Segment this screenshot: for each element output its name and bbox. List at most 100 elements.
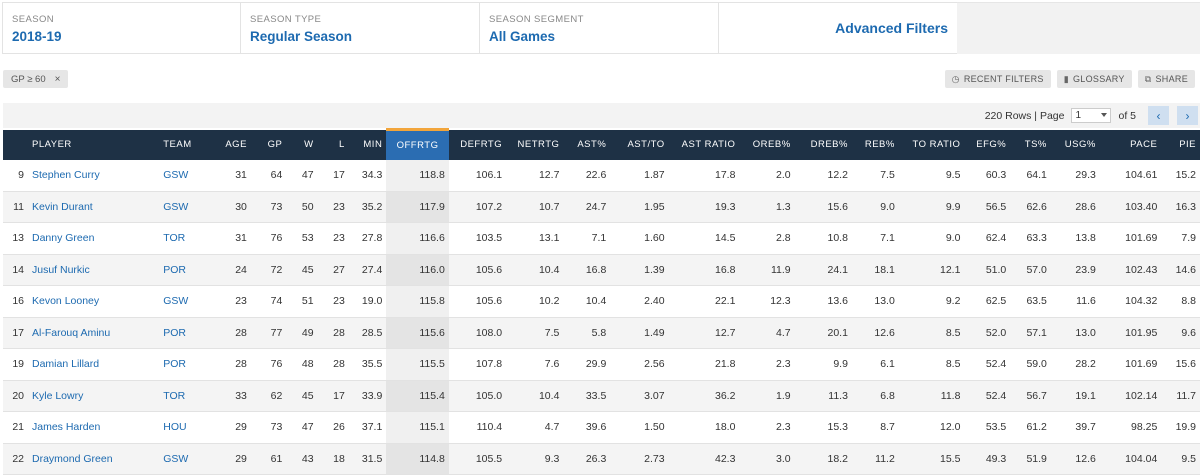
column-header-pie[interactable]: PIE — [1161, 129, 1200, 160]
cell-team: TOR — [159, 380, 203, 412]
cell-age: 29 — [203, 411, 251, 444]
cell-player: Kevon Looney — [28, 285, 160, 318]
team-link[interactable]: TOR — [163, 232, 186, 245]
column-header-defrtg[interactable]: DEFRTG — [448, 129, 507, 160]
cell-ast-to: 1.50 — [610, 411, 669, 444]
column-header-oreb[interactable]: OREB% — [739, 129, 795, 160]
team-link[interactable]: GSW — [163, 452, 189, 465]
cell-player: Damian Lillard — [28, 348, 160, 381]
prev-page-button[interactable]: ‹ — [1148, 106, 1169, 125]
team-link[interactable]: TOR — [163, 389, 186, 402]
cell-dreb: 13.6 — [794, 285, 852, 318]
column-header-dreb[interactable]: DREB% — [794, 129, 852, 160]
cell-dreb: 20.1 — [794, 317, 852, 349]
column-header-ast[interactable]: AST% — [563, 129, 611, 160]
team-link[interactable]: POR — [163, 358, 187, 371]
team-link[interactable]: GSW — [163, 295, 189, 308]
cell-min: 34.3 — [348, 159, 387, 192]
column-header-age[interactable]: AGE — [203, 129, 251, 160]
player-link[interactable]: Damian Lillard — [32, 358, 100, 371]
cell-ast: 5.8 — [563, 317, 611, 349]
cell-usg: 28.2 — [1050, 348, 1100, 381]
column-header-ast-ratio[interactable]: AST RATIO — [668, 129, 740, 160]
next-page-button[interactable]: › — [1177, 106, 1198, 125]
recent-filters-button[interactable]: ◷ RECENT FILTERS — [944, 70, 1051, 88]
column-header-pace[interactable]: PACE — [1099, 129, 1162, 160]
team-link[interactable]: HOU — [163, 421, 187, 434]
table-row: 21 James Harden HOU 29 73 47 26 37.1 115.1 110.4 4… — [3, 411, 1200, 444]
player-link[interactable]: Danny Green — [32, 232, 95, 245]
cell-to-ratio: 15.5 — [898, 443, 965, 475]
season-segment-filter-value[interactable]: All Games — [489, 29, 556, 44]
cell-oreb: 2.3 — [739, 411, 795, 444]
cell-defrtg: 107.2 — [448, 191, 507, 223]
player-link[interactable]: Jusuf Nurkic — [32, 263, 90, 276]
table-row: 14 Jusuf Nurkic POR 24 72 45 27 27.4 116.0 105.6 1… — [3, 254, 1200, 286]
cell-efg: 51.0 — [964, 254, 1011, 286]
column-header-w[interactable]: W — [286, 129, 318, 160]
column-header-efg[interactable]: EFG% — [964, 129, 1011, 160]
cell-ast-to: 1.95 — [610, 191, 669, 223]
column-header-offrtg[interactable]: OFFRTG — [386, 128, 449, 160]
cell-player: Draymond Green — [28, 443, 160, 475]
share-icon: ⧉ — [1144, 73, 1152, 84]
cell-rank: 21 — [3, 411, 28, 444]
player-link[interactable]: James Harden — [32, 421, 101, 434]
cell-pace: 102.43 — [1099, 254, 1162, 286]
cell-l: 23 — [317, 191, 349, 223]
season-type-filter[interactable]: SEASON TYPE Regular Season — [240, 2, 480, 54]
advanced-filters-link[interactable]: Advanced Filters — [835, 20, 948, 36]
share-button[interactable]: ⧉ SHARE — [1137, 70, 1195, 88]
column-header-team[interactable]: TEAM — [159, 129, 203, 160]
active-filter-chip: GP ≥ 60 × — [3, 70, 69, 88]
season-filter[interactable]: SEASON 2018-19 — [2, 2, 241, 54]
cell-offrtg: 115.8 — [386, 285, 449, 318]
team-link[interactable]: POR — [163, 326, 187, 339]
cell-gp: 64 — [250, 159, 287, 192]
cell-reb: 18.1 — [851, 254, 899, 286]
cell-reb: 7.1 — [851, 222, 899, 255]
cell-l: 23 — [317, 222, 349, 255]
active-filter-text: GP ≥ 60 — [11, 73, 46, 85]
advanced-filters-box[interactable]: Advanced Filters — [718, 2, 958, 54]
page-select[interactable]: 1 — [1071, 108, 1112, 123]
column-header-player[interactable]: PLAYER — [28, 129, 160, 160]
cell-pie: 16.3 — [1161, 191, 1200, 223]
team-link[interactable]: POR — [163, 263, 187, 276]
player-link[interactable]: Al-Farouq Aminu — [32, 326, 111, 339]
season-filter-value[interactable]: 2018-19 — [12, 29, 62, 44]
player-link[interactable]: Kyle Lowry — [32, 389, 84, 402]
player-link[interactable]: Kevin Durant — [32, 200, 93, 213]
column-header-usg[interactable]: USG% — [1050, 129, 1100, 160]
cell-team: HOU — [159, 411, 203, 444]
season-type-filter-value[interactable]: Regular Season — [250, 29, 353, 44]
column-header-l[interactable]: L — [317, 129, 349, 160]
player-link[interactable]: Kevon Looney — [32, 295, 100, 308]
column-header-gp[interactable]: GP — [250, 129, 287, 160]
glossary-button[interactable]: ▮ GLOSSARY — [1056, 70, 1132, 88]
cell-ast: 26.3 — [563, 443, 611, 475]
remove-filter-icon[interactable]: × — [54, 73, 61, 85]
column-header-min[interactable]: MIN — [348, 129, 387, 160]
table-row: 22 Draymond Green GSW 29 61 43 18 31.5 114.8 105.… — [3, 443, 1200, 475]
column-header-netrtg[interactable]: NETRTG — [506, 129, 564, 160]
cell-l: 28 — [317, 348, 349, 381]
team-link[interactable]: GSW — [163, 169, 189, 181]
cell-ts: 61.2 — [1010, 411, 1051, 444]
rows-count-text: 220 Rows | Page — [984, 109, 1065, 122]
player-link[interactable]: Stephen Curry — [32, 169, 100, 181]
column-header-reb[interactable]: REB% — [851, 129, 899, 160]
cell-pace: 104.61 — [1099, 159, 1162, 192]
cell-min: 27.8 — [348, 222, 387, 255]
cell-ast-to: 1.39 — [610, 254, 669, 286]
cell-min: 35.2 — [348, 191, 387, 223]
cell-min: 35.5 — [348, 348, 387, 381]
column-header-ts[interactable]: TS% — [1010, 129, 1051, 160]
cell-l: 23 — [317, 285, 349, 318]
cell-pie: 19.9 — [1161, 411, 1200, 444]
season-segment-filter[interactable]: SEASON SEGMENT All Games — [479, 2, 719, 54]
player-link[interactable]: Draymond Green — [32, 452, 113, 465]
column-header-ast-to[interactable]: AST/TO — [610, 129, 669, 160]
team-link[interactable]: GSW — [163, 200, 189, 213]
column-header-to-ratio[interactable]: TO RATIO — [898, 129, 965, 160]
